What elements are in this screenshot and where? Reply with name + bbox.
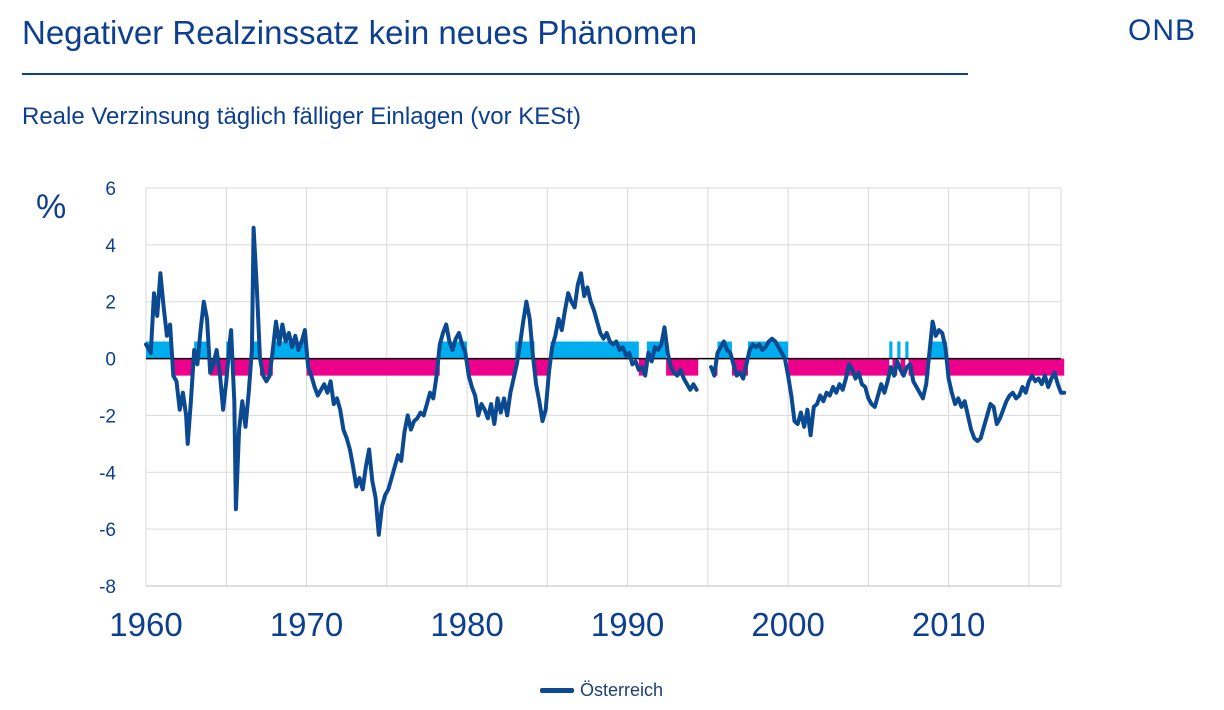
- y-tick-label: -4: [99, 463, 116, 484]
- series-layer: [144, 225, 1067, 537]
- positive-band: [897, 341, 901, 359]
- negative-band: [467, 358, 516, 376]
- sign-bands: [146, 341, 1065, 376]
- positive-band: [905, 341, 909, 359]
- negative-band: [947, 358, 1065, 376]
- positive-band: [251, 341, 260, 359]
- negative-band: [788, 358, 890, 376]
- legend-label: Österreich: [580, 680, 664, 700]
- series-line-oesterreich: [144, 225, 1067, 537]
- y-tick-label: -6: [99, 520, 116, 541]
- negative-band: [232, 358, 252, 376]
- x-tick-label: 1990: [591, 606, 664, 643]
- legend: Österreich: [540, 680, 663, 701]
- positive-band: [889, 341, 893, 359]
- y-tick-label: 0: [105, 350, 116, 371]
- x-tick-label: 1960: [109, 606, 182, 643]
- tick-labels: 6 4 2 0 -2 -4 -6 -8 1960 1970 1980 1990 2000 2010: [99, 179, 985, 643]
- chart-subtitle: Reale Verzinsung täglich fälliger Einlag…: [22, 103, 581, 130]
- x-tick-label: 2000: [751, 606, 824, 643]
- y-tick-label: 2: [105, 293, 116, 314]
- x-tick-label: 2010: [912, 606, 985, 643]
- negative-band: [908, 358, 930, 376]
- negative-band: [534, 358, 551, 376]
- oenb-logo: ONB: [1128, 14, 1197, 47]
- y-axis-label: %: [36, 188, 66, 226]
- x-tick-label: 1980: [430, 606, 503, 643]
- y-tick-label: 6: [105, 179, 116, 200]
- negative-band: [306, 358, 440, 376]
- x-tick-label: 1970: [270, 606, 343, 643]
- page-title: Negativer Realzinssatz kein neues Phänom…: [22, 14, 698, 51]
- negative-band: [900, 358, 906, 376]
- y-tick-label: -2: [99, 406, 116, 427]
- y-tick-label: 4: [105, 236, 116, 257]
- legend-swatch: [540, 688, 574, 693]
- positive-band: [929, 341, 948, 359]
- title-divider: [22, 73, 968, 75]
- negative-band: [171, 358, 195, 376]
- y-tick-label: -8: [99, 577, 116, 598]
